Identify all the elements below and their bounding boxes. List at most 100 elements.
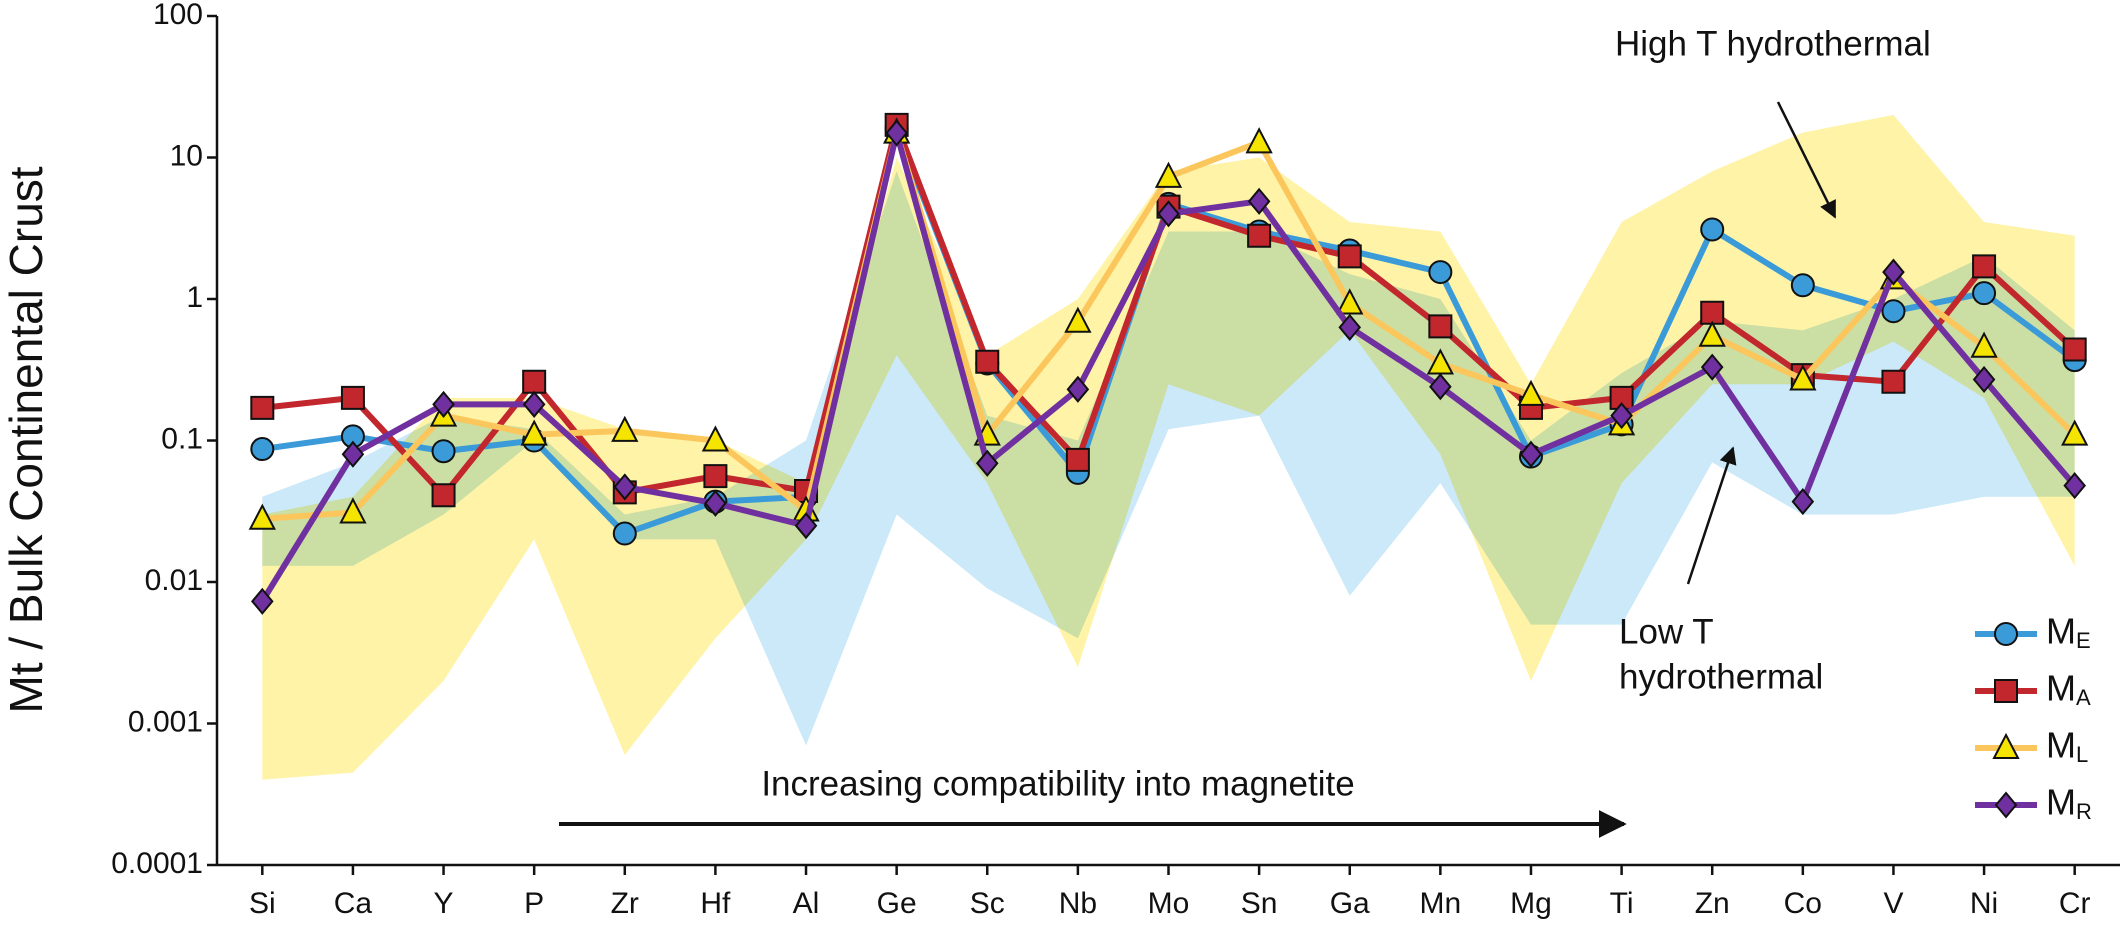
marker [1790, 273, 1815, 298]
x-tick-label: Mn [1420, 887, 1462, 920]
marker [1881, 299, 1906, 324]
marker [1700, 353, 1724, 381]
marker [1066, 375, 1090, 403]
marker [431, 483, 456, 508]
range-band [262, 114, 2075, 780]
marker [340, 385, 365, 410]
marker [432, 390, 455, 418]
marker [1338, 313, 1362, 341]
x-tick-label: Ga [1330, 887, 1370, 920]
marker [520, 419, 548, 446]
marker [522, 369, 547, 394]
marker [1247, 187, 1271, 215]
marker [885, 119, 908, 147]
arrow [1776, 101, 1837, 219]
annotation: Low T [1619, 612, 1714, 651]
x-tick-label: Zr [611, 887, 639, 920]
marker [1336, 288, 1364, 315]
legend-subscript: L [2076, 742, 2088, 767]
y-tick-label: 100 [153, 0, 203, 31]
legend-label: MR [2046, 782, 2092, 824]
marker [703, 464, 728, 489]
marker [1700, 300, 1725, 325]
x-tick-label: Al [793, 887, 820, 920]
x-tick-label: Ni [1970, 887, 1998, 920]
marker [975, 349, 1000, 374]
marker [1698, 320, 1726, 347]
marker [1517, 379, 1545, 406]
marker [613, 473, 637, 501]
y-tick-label: 0.0001 [111, 847, 203, 880]
marker [1791, 488, 1815, 516]
marker [250, 437, 275, 462]
y-tick-label: 10 [170, 139, 203, 172]
x-tick-label: Ca [334, 887, 373, 920]
x-tick-label: P [524, 887, 544, 920]
x-tick-label: Nb [1059, 887, 1097, 920]
marker [1994, 622, 2018, 646]
marker [250, 395, 275, 420]
x-tick-label: Ti [1610, 887, 1634, 920]
marker [1881, 369, 1906, 394]
legend-subscript: R [2076, 799, 2092, 824]
marker [1337, 244, 1362, 269]
legend-label: MA [2046, 668, 2091, 710]
legend-subscript: E [2076, 628, 2091, 653]
marker [1247, 223, 1272, 248]
y-tick-label: 1 [186, 281, 203, 314]
marker [2062, 337, 2087, 362]
arrow [1686, 446, 1737, 585]
x-tick-label: Co [1784, 887, 1822, 920]
marker [1972, 254, 1997, 279]
marker [1428, 314, 1453, 339]
legend-label: ML [2046, 725, 2088, 767]
marker [1789, 364, 1817, 391]
marker [704, 489, 727, 517]
marker [611, 415, 639, 442]
x-tick-label: Si [249, 887, 276, 920]
legend-label: ME [2046, 611, 2091, 653]
marker [522, 390, 546, 418]
x-tick-label: Ge [877, 887, 917, 920]
marker [2063, 472, 2086, 500]
x-tick-label: Sc [970, 887, 1005, 920]
marker [1994, 791, 2018, 819]
marker [794, 512, 818, 540]
x-tick-label: Zn [1695, 887, 1730, 920]
marker [1992, 732, 2020, 759]
series [251, 119, 2086, 615]
x-tick-label: Mo [1148, 887, 1190, 920]
marker [1154, 161, 1183, 188]
marker [1994, 679, 2018, 703]
y-axis-label: Mt / Bulk Continental Crust [0, 166, 52, 713]
x-tick-label: Sn [1241, 887, 1278, 920]
range-band [262, 171, 2075, 746]
marker [1429, 373, 1452, 401]
y-tick-label: 0.1 [161, 422, 203, 455]
marker [1972, 281, 1997, 306]
bands [262, 114, 2075, 780]
x-tick-label: Mg [1510, 887, 1552, 920]
marker [1610, 402, 1633, 430]
marker [1970, 331, 1998, 358]
y-tick-label: 0.001 [128, 705, 203, 738]
marker [1519, 440, 1543, 468]
marker [975, 449, 999, 477]
marker [1157, 200, 1180, 228]
marker [1065, 447, 1090, 472]
annotation: hydrothermal [1619, 657, 1823, 696]
marker [1700, 217, 1725, 242]
x-tick-label: Cr [2059, 887, 2091, 920]
annotation: Increasing compatibility into magnetite [761, 764, 1354, 803]
marker [431, 439, 456, 464]
x-tick-label: Y [434, 887, 454, 920]
marker [1064, 306, 1092, 333]
marker [2061, 419, 2089, 446]
marker [248, 503, 276, 530]
marker [1428, 260, 1453, 285]
legend-subscript: A [2076, 685, 2091, 710]
marker [1882, 258, 1905, 286]
x-tick-label: V [1883, 887, 1903, 920]
marker [1972, 365, 1996, 394]
